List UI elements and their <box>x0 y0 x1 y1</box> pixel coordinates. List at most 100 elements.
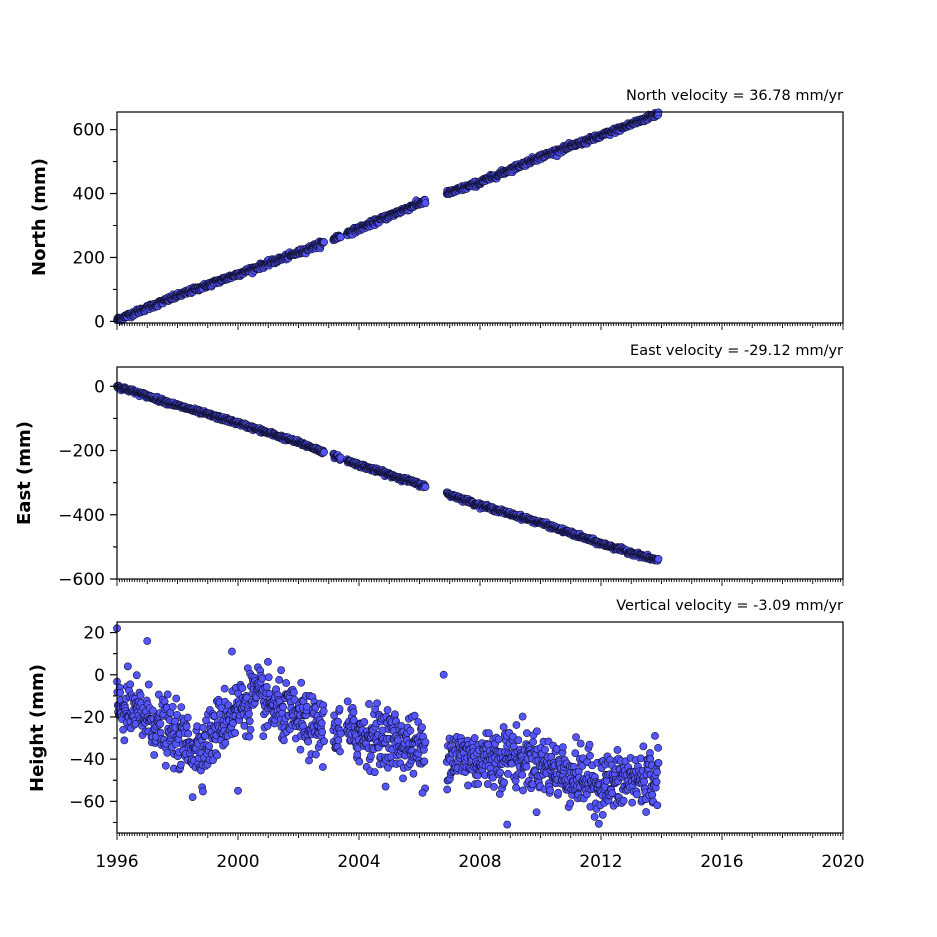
height-data-point <box>576 739 585 748</box>
height-data-point <box>221 739 230 747</box>
height-data-point <box>171 717 179 726</box>
height-data-point <box>654 759 663 767</box>
height-data-point <box>182 722 191 731</box>
height-data-point <box>652 777 661 786</box>
height-data-point <box>366 752 375 760</box>
height-data-point <box>646 755 655 763</box>
north-ytick-label: 200 <box>73 248 105 268</box>
height-data-point <box>168 702 177 711</box>
height-data-point <box>370 768 379 777</box>
height-data-point <box>512 783 520 792</box>
height-data-point <box>312 750 320 759</box>
xtick-label: 2012 <box>579 852 622 872</box>
height-data-point <box>546 786 554 795</box>
height-data-point <box>390 710 399 719</box>
height-data-point <box>304 737 313 746</box>
height-data-point <box>653 768 661 776</box>
height-data-point <box>163 690 172 699</box>
height-data-point <box>132 671 141 680</box>
height-data-point <box>279 736 288 745</box>
height-data-point <box>264 658 272 666</box>
height-data-point <box>365 700 373 708</box>
height-data-point <box>349 708 358 717</box>
north-data-point <box>320 238 328 247</box>
height-data-point <box>640 777 649 786</box>
height-data-point <box>177 703 186 711</box>
height-data-point <box>443 785 452 794</box>
north-panel: North velocity = 36.78 mm/yr North (mm) … <box>29 88 844 332</box>
east-panel-title: East velocity = -29.12 mm/yr <box>630 343 843 359</box>
height-data-point <box>529 737 537 746</box>
east-data-point <box>421 483 430 491</box>
height-data-point <box>336 747 344 756</box>
height-points <box>113 624 663 829</box>
east-panel: East velocity = -29.12 mm/yr East (mm) 0… <box>14 343 844 590</box>
north-ytick-label: 0 <box>94 312 105 332</box>
height-data-point <box>245 717 254 726</box>
height-data-point <box>277 666 286 675</box>
east-plot-frame <box>116 366 844 580</box>
height-ytick-label: −40 <box>69 750 105 770</box>
height-ytick-label: −60 <box>69 792 105 812</box>
height-data-point <box>572 733 580 742</box>
height-data-point <box>522 729 531 738</box>
height-data-point <box>231 729 239 737</box>
height-data-point <box>512 721 521 729</box>
height-outlier-point <box>234 786 242 795</box>
height-data-point <box>220 684 229 693</box>
height-data-point <box>120 736 129 745</box>
height-data-point <box>420 757 429 766</box>
height-data-point <box>318 728 327 736</box>
height-xticks: 1996 2000 2004 2008 2012 2016 2020 <box>95 833 865 872</box>
height-data-point <box>532 808 541 817</box>
xtick-label: 2016 <box>700 852 743 872</box>
height-data-point <box>360 718 369 726</box>
height-data-point <box>639 742 648 751</box>
height-data-point <box>522 762 531 771</box>
height-data-point <box>319 763 327 771</box>
height-data-point <box>558 743 567 751</box>
height-data-point <box>282 679 291 687</box>
height-outlier-point <box>228 647 236 656</box>
height-data-point <box>619 796 628 805</box>
height-data-point <box>651 731 659 740</box>
east-ytick-label: −400 <box>58 506 105 526</box>
height-data-point <box>334 717 342 726</box>
height-data-point <box>199 723 208 732</box>
height-data-point <box>598 811 607 819</box>
height-data-point <box>399 774 407 783</box>
height-data-point <box>474 780 483 788</box>
height-data-point <box>136 691 145 700</box>
height-data-point <box>297 678 306 687</box>
height-data-point <box>554 788 563 797</box>
height-data-point <box>319 707 328 716</box>
north-yticks: 0 200 400 600 <box>73 121 117 332</box>
height-data-point <box>409 769 418 778</box>
height-data-point <box>653 801 662 810</box>
height-data-point <box>410 711 419 720</box>
height-data-point <box>156 719 165 728</box>
height-data-point <box>585 740 594 749</box>
height-data-point <box>533 727 541 736</box>
north-points <box>113 108 663 325</box>
height-outlier-point <box>439 670 448 679</box>
height-data-point <box>296 745 305 754</box>
height-data-point <box>317 719 326 728</box>
xtick-label: 2000 <box>216 852 259 872</box>
height-data-point <box>571 749 580 758</box>
height-data-point <box>594 819 603 828</box>
east-data-point <box>320 448 328 457</box>
height-data-point <box>259 732 268 741</box>
height-outlier-point <box>143 637 152 645</box>
height-data-point <box>418 723 426 732</box>
height-data-point <box>183 713 192 722</box>
east-ytick-label: −200 <box>58 442 105 462</box>
east-ytick-label: 0 <box>94 377 105 397</box>
height-data-point <box>470 734 479 742</box>
height-ytick-label: 20 <box>83 624 105 644</box>
height-data-point <box>335 705 344 713</box>
height-data-point <box>421 738 430 747</box>
height-data-point <box>213 751 222 760</box>
height-data-point <box>648 791 657 799</box>
